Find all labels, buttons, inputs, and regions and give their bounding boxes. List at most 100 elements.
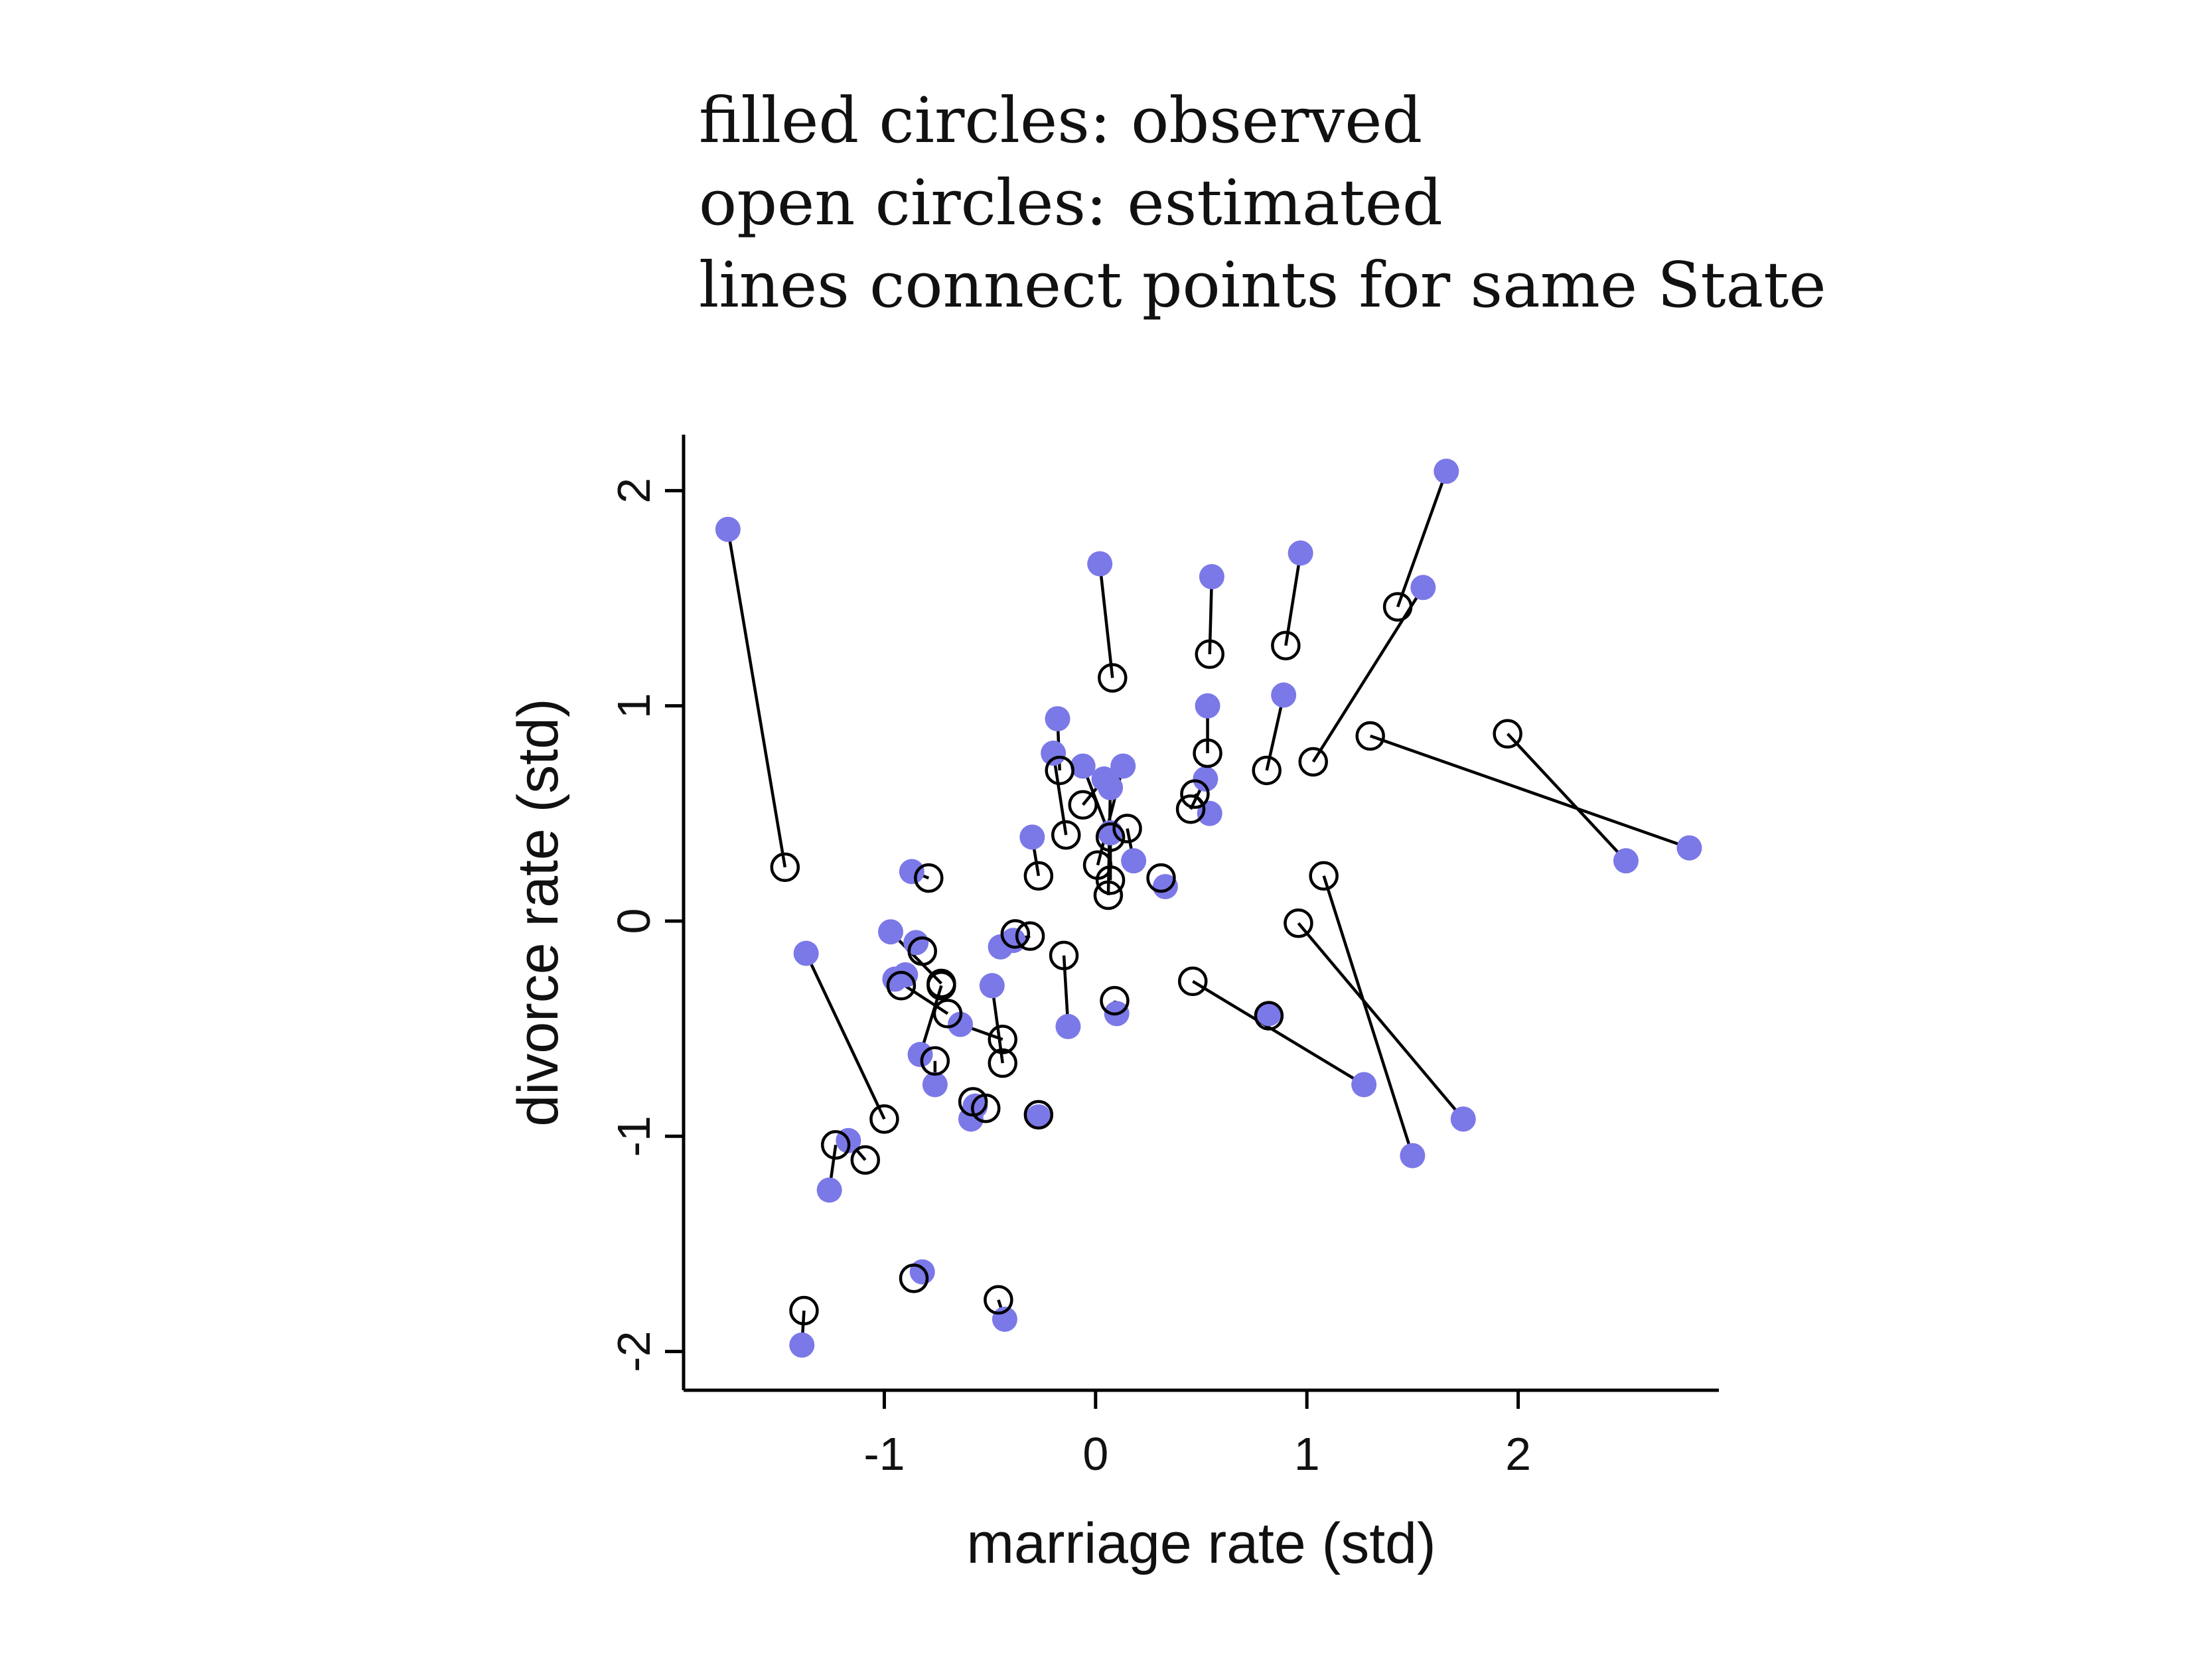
estimated-point: [1252, 755, 1282, 786]
estimated-point: [770, 852, 800, 883]
observed-point: [1676, 835, 1702, 861]
estimated-point: [1271, 630, 1301, 661]
observed-point: [903, 930, 929, 956]
observed-point: [1098, 774, 1124, 800]
annotation-lines: lines connect points for same State: [699, 249, 1826, 322]
x-tick-label: 2: [1505, 1428, 1531, 1480]
y-tick-label: 1: [608, 693, 660, 719]
axes: -1 0 1 2 -2 -1 0 1 2: [608, 435, 1719, 1480]
estimated-point: [984, 1285, 1013, 1315]
observed-point: [1410, 575, 1436, 601]
observed-point: [1288, 540, 1313, 566]
observed-point: [909, 1259, 935, 1285]
estimated-point: [820, 1130, 851, 1160]
estimated-point: [988, 1025, 1017, 1054]
estimated-point: [1095, 822, 1126, 852]
estimated-point: [1146, 863, 1176, 893]
connector-line: [1192, 979, 1365, 1086]
observed-points: [715, 459, 1702, 1358]
estimated-point: [1355, 721, 1385, 751]
annotation-estimated: open circles: estimated: [699, 167, 1443, 240]
observed-point: [1019, 824, 1045, 850]
connector-line: [1322, 875, 1414, 1157]
estimated-point: [932, 999, 963, 1029]
observed-point: [882, 966, 908, 992]
estimated-point: [920, 1046, 950, 1076]
x-tick-label: 0: [1082, 1428, 1108, 1480]
observed-point: [878, 919, 903, 945]
estimated-point: [988, 1048, 1017, 1078]
estimated-point: [1493, 719, 1522, 749]
observed-point: [1195, 693, 1220, 719]
estimated-point: [1309, 861, 1339, 891]
observed-point: [816, 1177, 842, 1203]
connector-line: [1311, 587, 1425, 763]
estimated-point: [1180, 779, 1210, 809]
y-axis-title: divorce rate (std): [506, 698, 570, 1126]
estimated-point: [1015, 921, 1045, 951]
estimated-point: [1382, 592, 1413, 622]
observed-point: [1271, 682, 1297, 708]
observed-point: [789, 1332, 815, 1358]
observed-point: [1351, 1072, 1377, 1098]
observed-point: [1152, 874, 1178, 900]
estimated-point: [907, 936, 938, 966]
observed-point: [922, 1072, 948, 1098]
estimated-point: [1023, 1100, 1054, 1130]
estimated-point: [926, 971, 956, 1001]
estimated-point: [899, 1263, 929, 1293]
connector-line: [804, 952, 886, 1120]
connector-line: [1297, 922, 1465, 1120]
connector-line: [1506, 733, 1627, 862]
observed-point: [1045, 706, 1070, 732]
estimated-point: [958, 1087, 988, 1117]
estimated-point: [1193, 738, 1222, 768]
y-tick-label: -1: [608, 1116, 660, 1157]
estimated-point: [850, 1145, 881, 1175]
observed-point: [1041, 741, 1067, 766]
observed-point: [1199, 564, 1224, 590]
estimated-point: [1068, 790, 1098, 820]
estimated-point: [1023, 861, 1054, 891]
connector-line: [1284, 553, 1302, 646]
connector-line: [726, 529, 787, 868]
y-tick-label: 2: [608, 478, 660, 504]
connector-lines: [726, 470, 1690, 1346]
estimated-point: [1298, 747, 1328, 777]
y-tick-label: 0: [608, 908, 660, 934]
observed-point: [1087, 551, 1113, 577]
estimated-point: [1100, 985, 1130, 1016]
connector-line: [1369, 734, 1690, 849]
observed-point: [1450, 1106, 1476, 1132]
estimated-point: [1098, 663, 1128, 693]
x-tick-label: 1: [1294, 1428, 1320, 1480]
observed-point: [1055, 1013, 1081, 1039]
observed-point: [899, 859, 924, 885]
x-tick-label: -1: [863, 1428, 905, 1480]
estimated-point: [1195, 639, 1224, 670]
estimated-point: [1049, 940, 1079, 971]
x-axis-title: marriage rate (std): [966, 1512, 1436, 1575]
estimated-point: [1175, 794, 1206, 824]
estimated-point: [789, 1295, 819, 1326]
observed-point: [907, 1042, 933, 1068]
observed-point: [1193, 766, 1218, 792]
observed-point: [1025, 1104, 1051, 1130]
estimated-point: [1112, 814, 1142, 843]
annotation-observed: filled circles: observed: [699, 84, 1423, 157]
observed-point: [979, 973, 1005, 999]
estimated-point: [869, 1104, 899, 1134]
observed-point: [1121, 848, 1147, 874]
estimated-point: [1095, 865, 1126, 895]
y-tick-label: -2: [608, 1331, 660, 1372]
observed-point: [1256, 1001, 1282, 1027]
estimated-point: [1254, 1001, 1284, 1031]
observed-point: [715, 516, 741, 542]
observed-point: [948, 1011, 974, 1037]
estimated-point: [1045, 755, 1074, 786]
estimated-point: [1093, 880, 1124, 910]
legend-annotation: filled circles: observed open circles: e…: [699, 80, 1826, 326]
observed-point: [1400, 1143, 1426, 1169]
observed-point: [1434, 459, 1459, 484]
